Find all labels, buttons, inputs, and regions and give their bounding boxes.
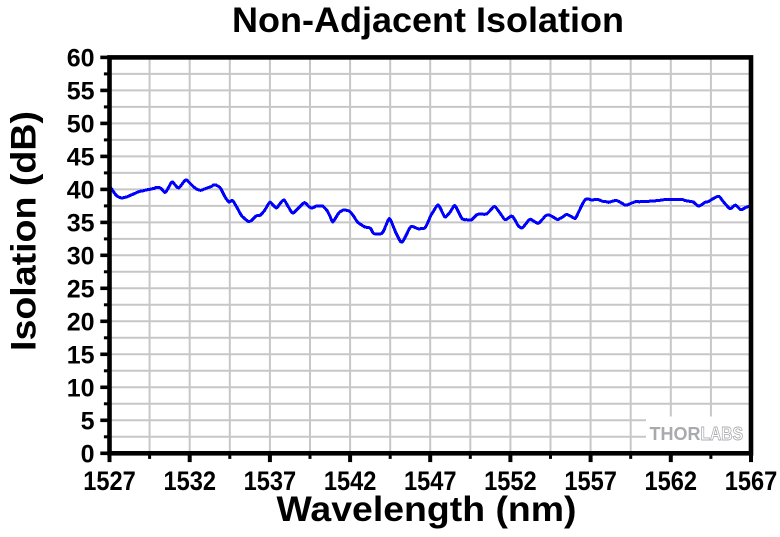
svg-text:20: 20 <box>67 308 95 336</box>
svg-text:1537: 1537 <box>244 466 297 496</box>
svg-text:1542: 1542 <box>324 466 377 496</box>
svg-text:1562: 1562 <box>645 466 698 496</box>
svg-text:1527: 1527 <box>83 466 136 496</box>
svg-text:0: 0 <box>81 440 95 468</box>
svg-text:1557: 1557 <box>564 466 617 496</box>
svg-text:THOR: THOR <box>650 423 701 444</box>
svg-text:60: 60 <box>67 44 95 72</box>
svg-text:Non-Adjacent Isolation: Non-Adjacent Isolation <box>232 1 624 40</box>
svg-text:40: 40 <box>67 176 95 204</box>
svg-text:10: 10 <box>67 374 95 402</box>
svg-text:1532: 1532 <box>163 466 216 496</box>
svg-text:25: 25 <box>67 275 95 303</box>
svg-text:Wavelength (nm): Wavelength (nm) <box>277 490 577 529</box>
svg-text:55: 55 <box>67 77 95 105</box>
svg-text:LABS: LABS <box>701 423 744 444</box>
svg-text:35: 35 <box>67 209 95 237</box>
svg-text:5: 5 <box>81 407 95 435</box>
svg-text:1552: 1552 <box>484 466 537 496</box>
svg-text:Isolation (dB): Isolation (dB) <box>5 111 44 351</box>
svg-text:1567: 1567 <box>725 466 778 496</box>
svg-text:1547: 1547 <box>404 466 457 496</box>
svg-text:50: 50 <box>67 110 95 138</box>
svg-text:15: 15 <box>67 341 95 369</box>
svg-text:30: 30 <box>67 242 95 270</box>
svg-text:45: 45 <box>67 143 95 171</box>
